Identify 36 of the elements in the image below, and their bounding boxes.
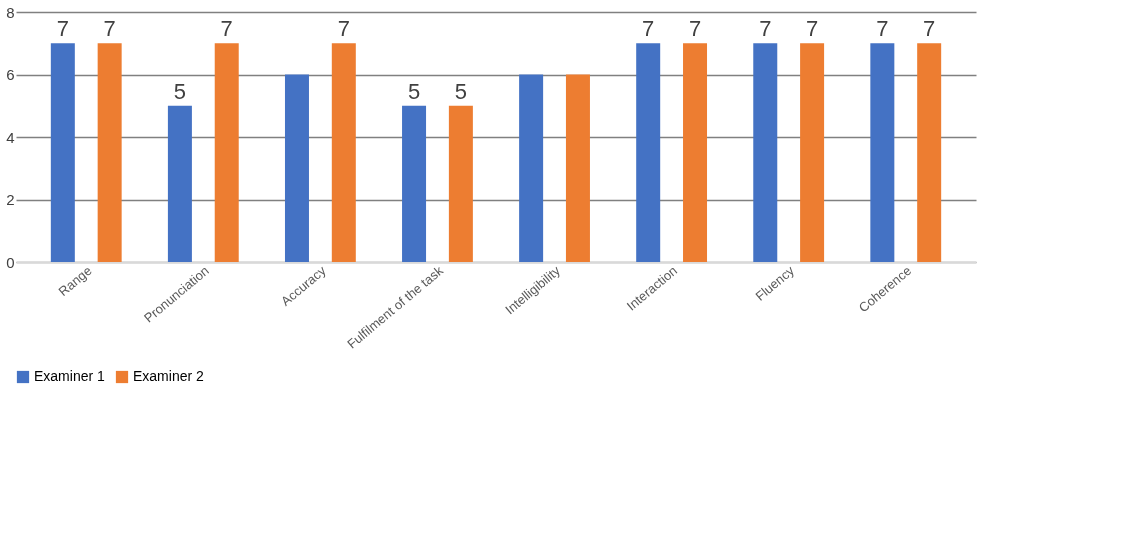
data-label: 5: [407, 78, 421, 104]
data-label: 7: [103, 16, 116, 42]
data-label: 7: [642, 16, 655, 42]
legend-label: Examiner 1: [34, 368, 106, 384]
bar: [50, 43, 75, 262]
bar: [519, 74, 544, 262]
bar: [565, 74, 590, 262]
bar: [636, 43, 661, 262]
bar: [800, 43, 825, 262]
bar: [214, 43, 239, 262]
bar: [753, 43, 778, 262]
data-label: 7: [805, 16, 819, 42]
bar: [97, 43, 122, 262]
bar: [402, 105, 427, 262]
data-label: 7: [923, 16, 936, 42]
data-label: 7: [220, 16, 233, 42]
data-label: 7: [876, 16, 889, 42]
y-tick-label: 2: [6, 191, 15, 208]
y-tick-label: 4: [6, 128, 15, 146]
y-tick-label: 6: [6, 66, 15, 83]
data-label: 7: [759, 16, 772, 42]
bar: [870, 43, 895, 262]
data-label: 5: [173, 78, 187, 104]
legend-label: Examiner 2: [133, 368, 205, 384]
data-label: 5: [454, 78, 467, 104]
bar: [284, 74, 309, 262]
y-tick-label: 0: [6, 253, 15, 271]
data-label: 7: [56, 16, 69, 42]
y-tick-label: 8: [6, 3, 15, 21]
bar: [167, 105, 192, 262]
data-label: 7: [688, 16, 702, 42]
data-label: 7: [337, 16, 350, 42]
bar: [448, 105, 473, 262]
bar: [683, 43, 708, 262]
bar: [917, 43, 942, 262]
bar: [331, 43, 356, 262]
